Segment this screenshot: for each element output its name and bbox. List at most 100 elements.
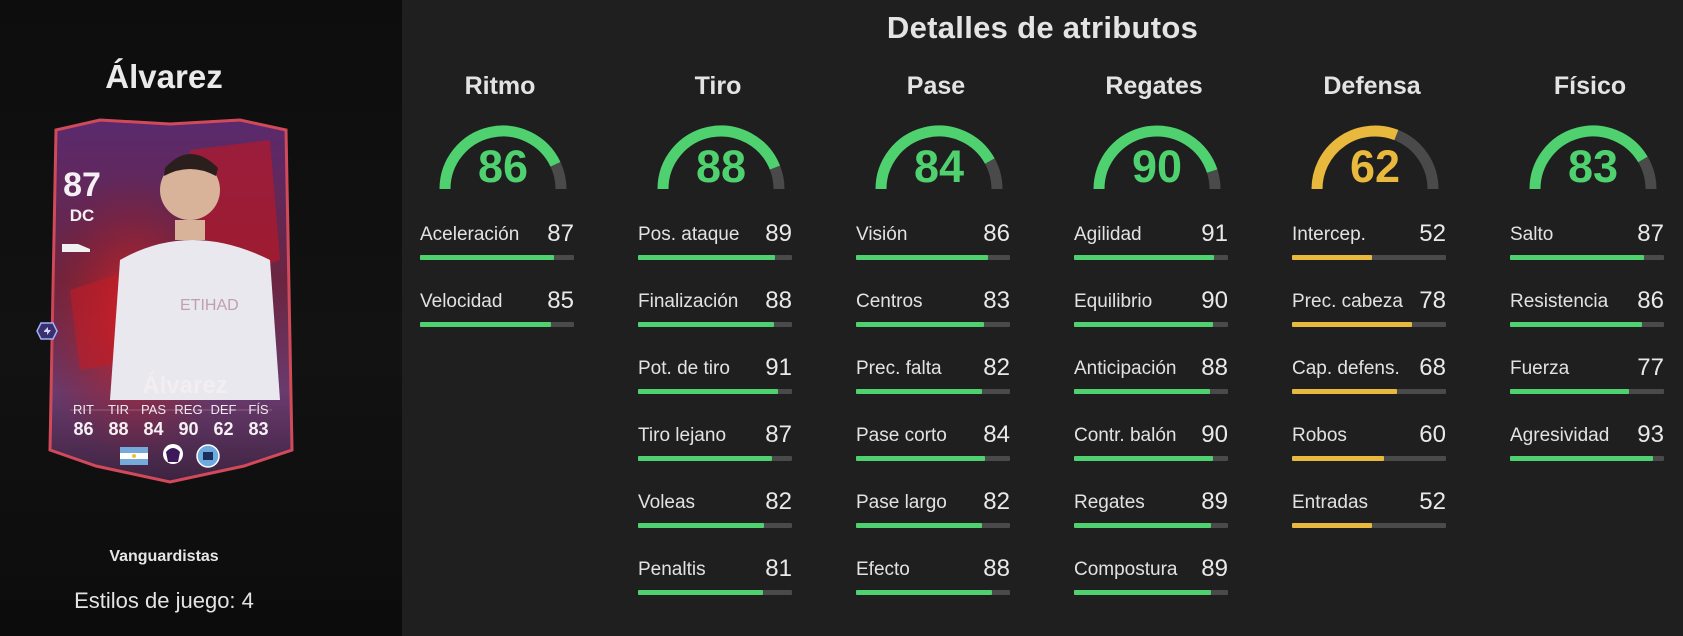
stat-bar [1510,255,1664,260]
manchester-city-crest-icon [196,444,220,468]
category-gauge: 90 [1089,117,1225,197]
stat-list: Agilidad 91 Equilibrio 90 Anticipación 88 Cont… [1074,220,1234,624]
stat-bar [638,523,792,528]
category-value: 88 [695,141,747,192]
player-card-panel: Álvarez [0,0,402,636]
stat-label: Anticipación [1074,358,1177,379]
stat-value: 87 [1637,220,1664,247]
card-position: DC [69,206,95,225]
stat-bar [638,456,792,461]
stat-bar-fill [1074,523,1212,528]
stat-row: Pase corto 84 [856,421,1016,490]
mini-stat: TIR 88 [101,402,136,440]
stat-row: Agilidad 91 [1074,220,1234,289]
stat-bar [638,255,792,260]
stat-label: Salto [1510,224,1554,245]
stat-bar-fill [856,389,983,394]
stat-bar-fill [638,389,779,394]
stat-bar-fill [856,255,989,260]
stat-bar-fill [1074,255,1215,260]
mini-stat: PAS 84 [136,402,171,440]
gauge-fill [1093,125,1218,190]
stat-row: Visión 86 [856,220,1016,289]
stat-bar-fill [1074,322,1213,327]
stat-row: Aceleración 87 [420,220,580,289]
stat-value: 91 [1201,220,1228,247]
stat-bar-fill [638,523,765,528]
stat-value: 89 [765,220,792,247]
stat-bar [638,389,792,394]
mini-stat-label: RIT [73,402,94,417]
stat-label: Pase largo [856,492,947,513]
mini-stat-value: 83 [248,419,269,439]
stat-bar-fill [1510,255,1644,260]
stat-list: Salto 87 Resistencia 86 Fuerza 77 Agresividad 9… [1510,220,1670,490]
mini-stat: FÍS 83 [241,402,276,440]
stat-label: Pase corto [856,425,947,446]
gauge-fill [875,125,995,190]
stat-label: Tiro lejano [638,425,727,446]
stat-bar-fill [1510,322,1643,327]
stat-value: 52 [1419,488,1446,515]
stat-row: Tiro lejano 87 [638,421,798,490]
stat-bar-fill [856,456,986,461]
stat-value: 77 [1637,354,1664,381]
stat-bar [1292,523,1446,528]
stat-row: Fuerza 77 [1510,354,1670,423]
stat-label: Cap. defens. [1292,358,1400,379]
category-value: 62 [1349,141,1401,192]
stat-row: Equilibrio 90 [1074,287,1234,356]
stat-bar [420,255,574,260]
stat-value: 68 [1419,354,1446,381]
mini-stat: DEF 62 [206,402,241,440]
mini-stat-value: 86 [73,419,94,439]
mini-stat: REG 90 [171,402,206,440]
stat-bar [1292,255,1446,260]
stat-label: Aceleración [420,224,520,245]
gauge-track [550,161,567,190]
stat-row: Contr. balón 90 [1074,421,1234,490]
category-value: 84 [913,141,965,192]
stat-label: Penaltis [638,559,706,580]
argentina-flag-icon [120,447,148,465]
stat-bar [1074,255,1228,260]
stat-bar-fill [1074,389,1210,394]
category-gauge: 83 [1525,117,1661,197]
gauge-fill [1311,125,1399,190]
stat-label: Contr. balón [1074,425,1177,446]
stat-bar-fill [1074,456,1213,461]
stat-label: Intercep. [1292,224,1366,245]
gauge-track [1206,169,1221,190]
stat-row: Centros 83 [856,287,1016,356]
player-card[interactable]: ETIHAD 87 DC Álvarez RIT 86 TIR 88 PAS 84 R… [30,110,312,495]
stat-label: Voleas [638,492,696,513]
stat-bar [420,322,574,327]
playstyles-count[interactable]: Estilos de juego: 4 [74,588,254,613]
stat-bar [1292,389,1446,394]
stat-list: Aceleración 87 Velocidad 85 [420,220,580,356]
stat-bar [856,590,1010,595]
stat-bar [856,389,1010,394]
mini-stat-label: FÍS [248,402,269,417]
svg-text:ETIHAD: ETIHAD [180,297,239,314]
stat-label: Prec. cabeza [1292,291,1403,312]
stat-row: Pos. ataque 89 [638,220,798,289]
stat-bar-fill [1292,322,1413,327]
stat-row: Intercep. 52 [1292,220,1452,289]
attribute-column-2: Pase 84 Visión 86 Centros 83 Prec. falta 82 Pase… [856,72,1016,595]
stat-bar-fill [856,590,992,595]
premier-league-icon [163,444,183,464]
stat-value: 90 [1201,287,1228,314]
stat-value: 52 [1419,220,1446,247]
category-name: Tiro [694,72,742,100]
mini-stat-value: 90 [178,419,199,439]
stat-bar [1074,322,1228,327]
player-name-title: Álvarez [105,58,223,95]
gauge-fill [439,125,561,190]
stat-value: 87 [765,421,792,448]
card-background: ETIHAD [48,118,294,484]
stat-bar-fill [1074,590,1212,595]
stat-value: 86 [983,220,1010,247]
stat-label: Velocidad [420,291,503,312]
stat-label: Centros [856,291,923,312]
